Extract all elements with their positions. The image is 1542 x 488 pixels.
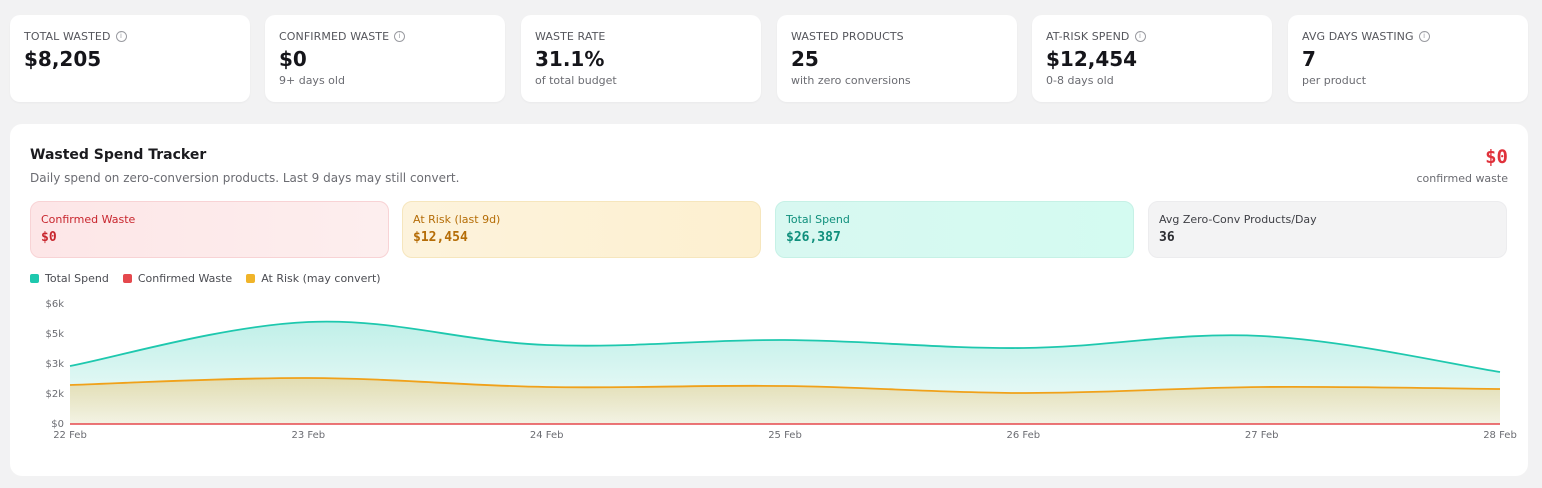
stat-label: Avg Zero-Conv Products/Day: [1159, 213, 1317, 226]
wasted-spend-area-chart: $0 $2k $3k $5k $6k 22 Feb 23 Feb 24 Feb 25 Feb 2…: [45, 299, 1517, 441]
y-tick-label: $2k: [45, 389, 64, 400]
kpi-value: 7: [1302, 47, 1316, 71]
stat-value: $26,387: [786, 230, 841, 245]
stat-value: 36: [1159, 230, 1175, 245]
legend-swatch: [246, 274, 256, 283]
info-icon[interactable]: i: [115, 30, 127, 42]
kpi-card-waste-rate: WASTE RATE 31.1% of total budget: [521, 15, 761, 102]
kpi-sub: with zero conversions: [791, 74, 911, 87]
x-tick-label: 25 Feb: [768, 430, 802, 441]
kpi-card-at-risk-spend: AT-RISK SPEND i $12,454 0-8 days old: [1032, 15, 1272, 102]
legend-label: Confirmed Waste: [137, 272, 233, 285]
info-icon[interactable]: i: [1134, 30, 1146, 42]
info-icon[interactable]: i: [394, 30, 406, 42]
kpi-value: 31.1%: [535, 47, 605, 71]
headline-confirmed-waste-label: confirmed waste: [1416, 172, 1508, 185]
wasted-spend-tracker-panel: Wasted Spend Tracker Daily spend on zero…: [10, 124, 1528, 476]
kpi-value: $12,454: [1046, 47, 1138, 71]
series-line-1[interactable]: [69, 377, 1501, 394]
kpi-card-wasted-products: WASTED PRODUCTS 25 with zero conversions: [777, 15, 1017, 102]
x-tick-label: 27 Feb: [1245, 430, 1279, 441]
x-tick-label: 26 Feb: [1007, 430, 1041, 441]
legend-label: Total Spend: [45, 272, 109, 285]
kpi-sub: of total budget: [535, 74, 617, 87]
x-tick-label: 28 Feb: [1483, 430, 1517, 441]
kpi-label: CONFIRMED WASTE: [279, 29, 390, 43]
stat-label: Confirmed Waste: [41, 213, 136, 226]
y-tick-label: $6k: [45, 299, 64, 310]
info-icon[interactable]: i: [1418, 30, 1430, 42]
headline-confirmed-waste-value: $0: [1485, 146, 1508, 168]
kpi-sub: per product: [1302, 74, 1367, 87]
kpi-label: TOTAL WASTED: [24, 29, 111, 43]
stat-card-at-risk: At Risk (last 9d) $12,454: [402, 201, 761, 258]
kpi-value: $8,205: [24, 47, 102, 71]
kpi-value: $0: [279, 47, 307, 71]
kpi-card-avg-days-wasting: AVG DAYS WASTING i 7 per product: [1288, 15, 1528, 102]
x-tick-label: 23 Feb: [292, 430, 326, 441]
kpi-label: AVG DAYS WASTING: [1302, 29, 1414, 43]
y-tick-label: $0: [51, 419, 64, 430]
panel-title: Wasted Spend Tracker: [30, 147, 207, 163]
kpi-sub: 9+ days old: [279, 74, 345, 87]
legend-item-at-risk[interactable]: At Risk (may convert): [246, 272, 381, 285]
y-tick-label: $3k: [45, 359, 64, 370]
kpi-label: WASTED PRODUCTS: [791, 29, 904, 43]
panel-description: Daily spend on zero-conversion products.…: [30, 171, 460, 185]
kpi-label: WASTE RATE: [535, 29, 606, 43]
stat-label: Total Spend: [786, 213, 850, 226]
kpi-label: AT-RISK SPEND: [1046, 29, 1130, 43]
y-tick-label: $5k: [45, 329, 64, 340]
kpi-sub: 0-8 days old: [1046, 74, 1114, 87]
x-tick-label: 24 Feb: [530, 430, 564, 441]
stat-card-avg-zero-conv: Avg Zero-Conv Products/Day 36: [1148, 201, 1507, 258]
series-area-1: [70, 377, 1500, 424]
legend-label: At Risk (may convert): [261, 272, 381, 285]
kpi-card-total-wasted: TOTAL WASTED i $8,205: [10, 15, 250, 102]
stat-label: At Risk (last 9d): [413, 213, 501, 226]
legend-swatch: [122, 274, 132, 283]
kpi-value: 25: [791, 47, 819, 71]
legend-item-confirmed-waste[interactable]: Confirmed Waste: [122, 272, 233, 285]
stat-card-confirmed-waste: Confirmed Waste $0: [30, 201, 389, 258]
stat-card-total-spend: Total Spend $26,387: [775, 201, 1134, 258]
legend-swatch: [30, 274, 39, 283]
x-tick-label: 22 Feb: [53, 430, 87, 441]
stat-value: $12,454: [413, 230, 468, 245]
kpi-row: TOTAL WASTED i $8,205 CONFIRMED WASTE i $0…: [10, 15, 1528, 102]
kpi-card-confirmed-waste: CONFIRMED WASTE i $0 9+ days old: [265, 15, 505, 102]
series-line-0[interactable]: [69, 320, 1501, 373]
chart-legend: Total Spend Confirmed Waste At Risk (may…: [30, 272, 395, 285]
stat-value: $0: [41, 230, 57, 245]
legend-item-total-spend[interactable]: Total Spend: [30, 272, 109, 285]
